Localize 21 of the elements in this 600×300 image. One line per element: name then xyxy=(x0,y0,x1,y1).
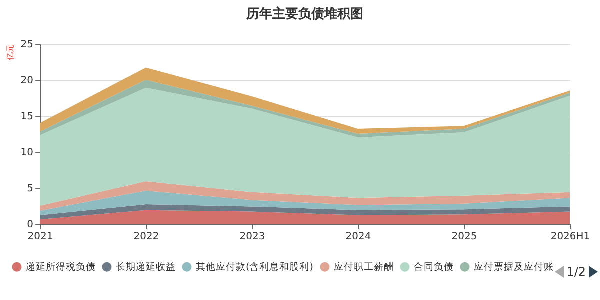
x-tick-label: 2026H1 xyxy=(550,232,590,242)
x-tick-label: 2025 xyxy=(452,232,478,242)
y-tick-label: 10 xyxy=(20,148,34,158)
y-tick-label: 20 xyxy=(20,76,34,86)
y-axis-title: 亿元 xyxy=(6,44,15,62)
legend-label: 合同负债 xyxy=(414,261,454,274)
legend-label: 递延所得税负债 xyxy=(26,261,96,274)
x-tick-label: 2022 xyxy=(134,232,160,242)
text: 1/2 xyxy=(566,265,586,279)
x-tick-label: 2021 xyxy=(28,232,54,242)
y-tick-label: 5 xyxy=(27,184,34,194)
x-tick-label: 2024 xyxy=(346,232,372,242)
x-tick-label: 2023 xyxy=(240,232,266,242)
legend-label: 应付职工薪酬 xyxy=(334,261,394,274)
y-tick-label: 15 xyxy=(20,112,34,122)
legend-label: 应付票据及应付账 xyxy=(474,261,554,274)
chart-title: 历年主要负债堆积图 xyxy=(246,6,364,22)
legend-label: 其他应付款(含利息和股利) xyxy=(196,261,314,274)
y-tick-label: 0 xyxy=(27,220,34,230)
legend-label: 长期递延收益 xyxy=(116,261,176,274)
y-tick-label: 25 xyxy=(20,40,34,50)
